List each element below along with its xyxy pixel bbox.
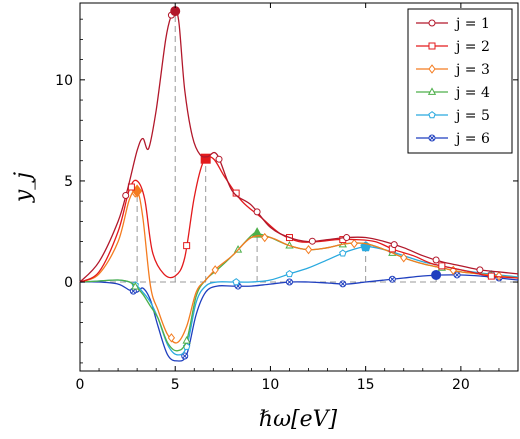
legend-label: j = 1 — [454, 16, 490, 32]
point-j5-4 — [339, 249, 347, 257]
point-j3-8 — [495, 271, 503, 281]
x-tick-label: 5 — [171, 377, 180, 393]
point-j5-3 — [285, 269, 294, 278]
point-j6-6 — [453, 271, 461, 279]
point-j5-2 — [232, 278, 240, 286]
legend-item-j3: j = 3 — [416, 62, 490, 78]
legend-swatch-marker — [427, 87, 437, 95]
legend-label: j = 3 — [454, 62, 490, 78]
point-j1-8 — [432, 256, 440, 264]
series-line-j5 — [79, 245, 519, 356]
point-j3-6 — [400, 253, 408, 263]
x-tick-label: 10 — [262, 377, 280, 393]
legend-swatch-marker — [428, 134, 436, 142]
point-j4-1 — [182, 336, 191, 344]
point-j3-3 — [261, 232, 269, 243]
legend-label: j = 2 — [454, 39, 490, 55]
point-j1-7 — [390, 241, 398, 249]
point-j1-0 — [122, 191, 130, 199]
point-j6-5 — [388, 275, 396, 283]
point-j3-2 — [211, 265, 219, 275]
legend-label: j = 6 — [454, 131, 490, 147]
series-j6 — [79, 269, 519, 362]
point-j6-1 — [181, 352, 189, 360]
legend-item-j1: j = 1 — [416, 16, 490, 32]
legend-swatch-marker — [428, 42, 436, 50]
legend-label: j = 4 — [454, 85, 490, 101]
legend-swatch-marker — [428, 19, 436, 27]
legend: j = 1 j = 2 j = 3 j = 4 j = 5 j = 6 — [407, 8, 513, 154]
x-tick-label: 0 — [76, 377, 85, 393]
peak-point-j2 — [200, 153, 211, 164]
legend-box — [407, 8, 513, 154]
series-j1 — [79, 6, 519, 283]
point-j1-9 — [476, 266, 484, 274]
point-j6-4 — [339, 280, 347, 288]
series-line-j2 — [79, 155, 519, 283]
tick-layer: 0 5 10 15 20 0 5 10 — [55, 3, 518, 393]
series-line-j6 — [79, 274, 519, 362]
legend-item-j2: j = 2 — [416, 39, 490, 55]
point-j1-6 — [343, 234, 351, 242]
series-line-j3 — [79, 189, 519, 344]
point-j6-3 — [285, 278, 293, 286]
series-j3 — [79, 184, 519, 344]
peak-point-j6 — [431, 269, 442, 280]
legend-swatch-marker — [428, 111, 436, 119]
x-tick-label: 15 — [357, 377, 375, 393]
point-j1-5 — [308, 237, 316, 245]
series-line-j1 — [79, 9, 519, 283]
point-j1-3 — [215, 155, 223, 163]
point-j3-5 — [350, 238, 358, 249]
drop-lines — [136, 11, 437, 283]
point-j2-1 — [183, 242, 191, 250]
legend-item-j6: j = 6 — [416, 131, 490, 147]
y-tick-label: 0 — [64, 275, 73, 291]
y-axis-label: y_j — [11, 172, 36, 203]
peak-point-j4 — [251, 227, 263, 238]
point-j1-4 — [253, 208, 261, 216]
plot-frame — [79, 2, 519, 372]
legend-label: j = 5 — [454, 108, 490, 124]
point-j4-0 — [131, 281, 140, 290]
legend-item-j4: j = 4 — [416, 85, 490, 101]
y-tick-label: 10 — [55, 73, 73, 89]
x-tick-label: 20 — [452, 377, 470, 393]
point-j3-4 — [304, 244, 313, 255]
point-j3-1 — [167, 333, 176, 343]
legend-swatch-marker — [428, 64, 436, 74]
series-j2 — [79, 153, 519, 283]
x-axis-label: ℏω[eV] — [259, 407, 338, 432]
series-layer — [79, 6, 519, 362]
y-tick-label: 5 — [64, 174, 73, 190]
legend-item-j5: j = 5 — [416, 108, 490, 124]
point-j2-6 — [438, 262, 446, 270]
point-j6-0 — [129, 287, 137, 295]
point-j2-7 — [487, 272, 495, 280]
